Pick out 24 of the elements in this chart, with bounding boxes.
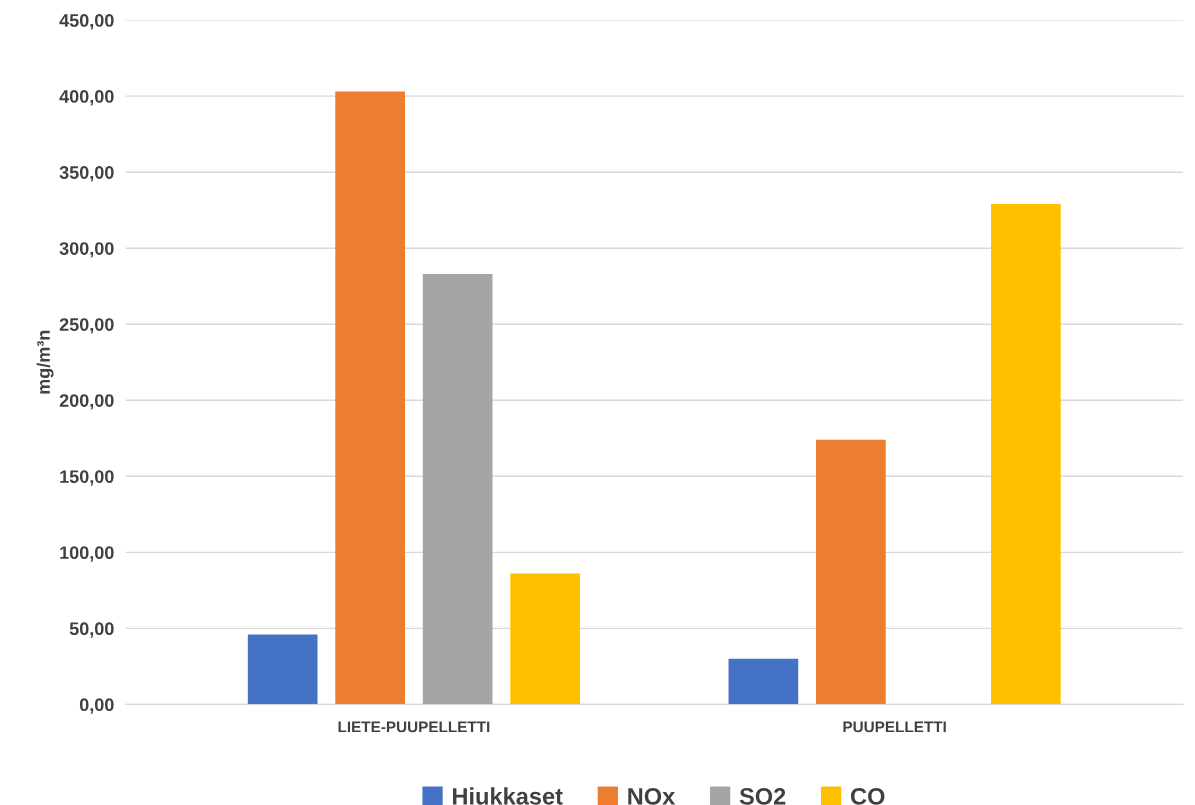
legend-label: SO2: [739, 787, 786, 805]
bar: [510, 573, 580, 705]
bar: [247, 634, 318, 705]
y-tick-label: 0,00: [79, 698, 114, 714]
legend-label: Hiukkaset: [453, 787, 563, 805]
y-tick-label: 350,00: [59, 166, 114, 182]
x-tick-label: PUUPELLETTI: [843, 721, 946, 733]
y-tick-label: 250,00: [59, 318, 114, 334]
y-tick-label: 400,00: [59, 90, 114, 106]
y-tick-label: 150,00: [60, 470, 114, 486]
x-tick-label: LIETE-PUUPELLETTI: [338, 721, 490, 733]
y-tick-label: 100,00: [60, 546, 114, 562]
y-tick-label: 450,00: [59, 14, 114, 30]
bar: [422, 274, 493, 705]
y-tick-label: 50,00: [69, 622, 114, 638]
legend-label: CO: [850, 787, 885, 805]
y-tick-label: 200,00: [59, 394, 114, 410]
bar: [816, 439, 886, 705]
bar: [991, 204, 1061, 705]
legend-label: NOx: [628, 787, 676, 805]
y-tick-label: 300,00: [59, 242, 114, 258]
bar: [728, 658, 799, 705]
y-axis-title: mg/m³n: [36, 330, 54, 394]
bar: [335, 91, 406, 705]
